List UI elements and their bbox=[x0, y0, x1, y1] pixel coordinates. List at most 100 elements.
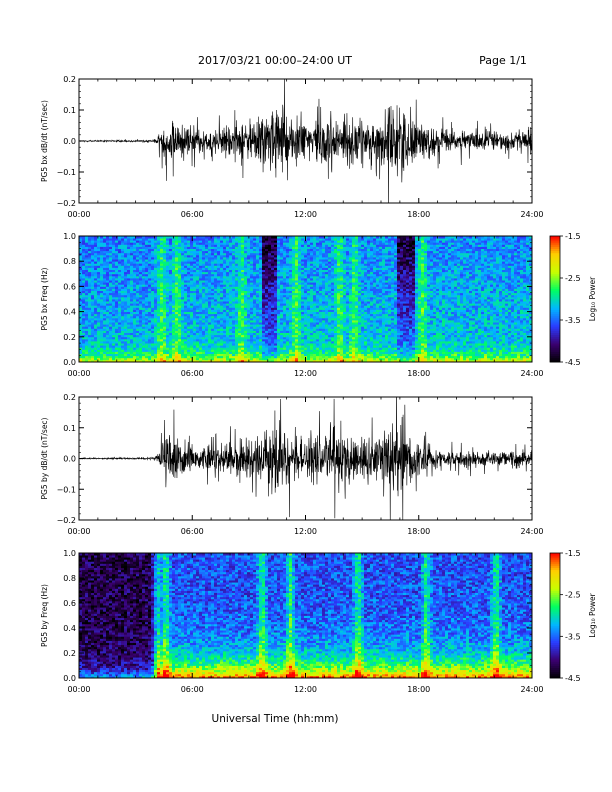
heatmap-cell bbox=[172, 324, 176, 327]
heatmap-cell bbox=[121, 265, 125, 268]
heatmap-cell bbox=[175, 236, 179, 239]
heatmap-cell bbox=[163, 305, 167, 308]
heatmap-cell bbox=[145, 320, 149, 323]
heatmap-cell bbox=[130, 292, 134, 296]
heatmap-cell bbox=[142, 315, 146, 319]
heatmap-cell bbox=[91, 238, 95, 241]
heatmap-cell bbox=[109, 282, 113, 285]
heatmap-cell bbox=[88, 250, 92, 254]
heatmap-cell bbox=[133, 236, 137, 239]
heatmap-cell bbox=[187, 324, 191, 327]
heatmap-cell bbox=[79, 332, 83, 336]
heatmap-cell bbox=[121, 347, 125, 350]
heatmap-cell bbox=[187, 284, 191, 287]
heatmap-cell bbox=[175, 322, 179, 325]
heatmap-cell bbox=[175, 275, 179, 279]
heatmap-cell bbox=[118, 357, 122, 361]
heatmap-cell bbox=[91, 240, 95, 243]
heatmap-cell bbox=[121, 301, 125, 304]
heatmap-cell bbox=[193, 347, 197, 350]
heatmap-cell bbox=[160, 309, 164, 312]
heatmap-cell bbox=[148, 309, 152, 312]
heatmap-cell bbox=[79, 290, 83, 294]
heatmap-cell bbox=[79, 284, 83, 287]
heatmap-cell bbox=[196, 343, 200, 346]
heatmap-cell bbox=[160, 244, 164, 247]
heatmap-cell bbox=[187, 290, 191, 294]
heatmap-cell bbox=[109, 301, 113, 304]
heatmap-cell bbox=[148, 341, 152, 344]
heatmap-cell bbox=[79, 267, 83, 270]
heatmap-cell bbox=[127, 307, 131, 310]
heatmap-cell bbox=[190, 359, 194, 363]
heatmap-cell bbox=[133, 313, 137, 317]
heatmap-cell bbox=[160, 280, 164, 283]
heatmap-cell bbox=[100, 328, 104, 331]
heatmap-cell bbox=[118, 334, 122, 338]
heatmap-cell bbox=[163, 353, 167, 357]
heatmap-cell bbox=[112, 336, 116, 340]
heatmap-cell bbox=[130, 240, 134, 243]
heatmap-cell bbox=[142, 273, 146, 277]
heatmap-cell bbox=[169, 269, 173, 273]
heatmap-cell bbox=[187, 309, 191, 312]
heatmap-cell bbox=[148, 320, 152, 323]
heatmap-cell bbox=[127, 347, 131, 350]
heatmap-cell bbox=[163, 288, 167, 291]
heatmap-cell bbox=[172, 250, 176, 254]
heatmap-cell bbox=[127, 252, 131, 256]
heatmap-cell bbox=[169, 311, 173, 315]
heatmap-cell bbox=[193, 288, 197, 291]
heatmap-cell bbox=[181, 341, 185, 344]
heatmap-cell bbox=[187, 311, 191, 315]
heatmap-cell bbox=[91, 292, 95, 296]
heatmap-cell bbox=[169, 334, 173, 338]
heatmap-cell bbox=[163, 336, 167, 340]
heatmap-cell bbox=[79, 320, 83, 323]
heatmap-cell bbox=[157, 309, 161, 312]
heatmap-cell bbox=[94, 246, 98, 249]
heatmap-cell bbox=[121, 313, 125, 317]
heatmap-cell bbox=[127, 320, 131, 323]
heatmap-cell bbox=[106, 286, 110, 289]
heatmap-cell bbox=[169, 330, 173, 333]
heatmap-cell bbox=[148, 353, 152, 357]
heatmap-cell bbox=[181, 284, 185, 287]
heatmap-cell bbox=[121, 246, 125, 249]
heatmap-cell bbox=[193, 301, 197, 304]
heatmap-cell bbox=[109, 309, 113, 312]
heatmap-cell bbox=[121, 261, 125, 264]
heatmap-cell bbox=[145, 322, 149, 325]
heatmap-cell bbox=[187, 244, 191, 247]
heatmap-cell bbox=[109, 238, 113, 241]
heatmap-cell bbox=[142, 294, 146, 298]
heatmap-cell bbox=[193, 355, 197, 359]
heatmap-cell bbox=[103, 296, 107, 300]
heatmap-cell bbox=[190, 252, 194, 256]
heatmap-cell bbox=[187, 303, 191, 306]
heatmap-cell bbox=[148, 278, 152, 281]
heatmap-cell bbox=[127, 303, 131, 306]
heatmap-cell bbox=[139, 294, 143, 298]
heatmap-cell bbox=[88, 240, 92, 243]
heatmap-cell bbox=[88, 307, 92, 310]
heatmap-cell bbox=[106, 236, 110, 239]
heatmap-cell bbox=[97, 345, 101, 348]
heatmap-cell bbox=[178, 332, 182, 336]
heatmap-cell bbox=[169, 273, 173, 277]
heatmap-cell bbox=[157, 254, 161, 258]
heatmap-cell bbox=[94, 322, 98, 325]
heatmap-cell bbox=[157, 296, 161, 300]
heatmap-cell bbox=[130, 280, 134, 283]
heatmap-cell bbox=[94, 326, 98, 329]
heatmap-cell bbox=[88, 290, 92, 294]
heatmap-cell bbox=[115, 355, 119, 359]
heatmap-cell bbox=[160, 263, 164, 266]
heatmap-cell bbox=[175, 280, 179, 283]
heatmap-cell bbox=[82, 288, 86, 291]
heatmap-cell bbox=[124, 347, 128, 350]
heatmap-cell bbox=[133, 280, 137, 283]
heatmap-cell bbox=[91, 357, 95, 361]
heatmap-cell bbox=[127, 248, 131, 252]
heatmap-cell bbox=[193, 254, 197, 258]
